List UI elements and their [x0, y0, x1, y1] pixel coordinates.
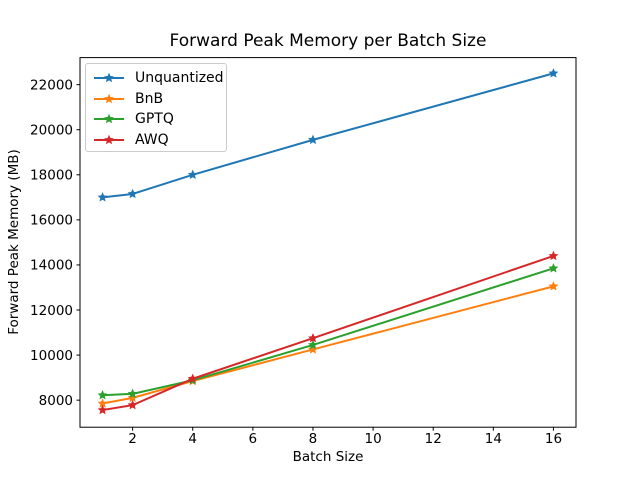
y-tick-label: 16000: [30, 213, 73, 229]
legend-line-star-swatch: [94, 134, 124, 144]
legend-line-star-swatch: [94, 73, 124, 83]
data-point-star: [308, 332, 318, 343]
data-point-star: [187, 373, 198, 383]
legend-star-icon: [104, 114, 114, 124]
legend-item-awq: AWQ: [93, 130, 226, 151]
x-tick-label: 16: [545, 431, 562, 447]
legend-line-star-swatch: [94, 93, 124, 103]
x-tick-label: 12: [425, 431, 442, 447]
x-tick-label: 14: [485, 431, 502, 447]
y-tick-label: 20000: [30, 123, 73, 139]
data-point-star: [548, 250, 559, 261]
data-point-star: [308, 339, 318, 350]
legend-item-gptq: GPTQ: [93, 109, 226, 130]
y-axis-label: Forward Peak Memory (MB): [6, 149, 22, 335]
legend-label: BnB: [135, 90, 164, 107]
x-tick-label: 10: [364, 431, 381, 447]
y-tick-label: 18000: [30, 168, 73, 184]
y-tick-label: 14000: [30, 258, 73, 274]
data-point-star: [308, 344, 318, 354]
y-tick-label: 10000: [30, 348, 73, 364]
legend-star-icon: [104, 73, 114, 83]
legend-star-icon: [104, 134, 114, 144]
legend-line-star-swatch: [94, 114, 124, 124]
data-point-star: [548, 68, 559, 78]
data-point-star: [127, 399, 138, 410]
chart-title: Forward Peak Memory per Batch Size: [169, 31, 487, 51]
legend: Unquantized BnB GPTQ AWQ: [85, 63, 227, 152]
data-point-star: [97, 192, 108, 202]
data-point-star: [548, 263, 559, 273]
axes-frame: [79, 57, 577, 428]
x-tick-label: 6: [249, 431, 258, 447]
data-point-star: [127, 388, 138, 399]
x-tick-label: 2: [128, 431, 137, 447]
data-point-star: [97, 390, 108, 400]
x-axis-label: Batch Size: [292, 449, 364, 465]
data-point-star: [97, 404, 108, 415]
legend-label: Unquantized: [135, 70, 224, 87]
data-point-star: [308, 134, 318, 145]
legend-star-icon: [104, 93, 114, 103]
x-tick-label: 4: [188, 431, 197, 447]
data-point-star: [187, 169, 198, 179]
data-point-star: [548, 281, 559, 291]
legend-item-unquantized: Unquantized: [93, 68, 226, 89]
data-point-star: [127, 188, 138, 199]
y-tick-label: 8000: [39, 393, 73, 409]
legend-item-bnb: BnB: [93, 89, 226, 110]
data-point-star: [127, 392, 138, 403]
data-point-star: [97, 398, 108, 408]
x-tick-label: 8: [309, 431, 318, 447]
legend-label: AWQ: [135, 131, 169, 148]
legend-label: GPTQ: [135, 111, 174, 128]
y-tick-label: 22000: [30, 77, 73, 93]
y-tick-label: 12000: [30, 303, 73, 319]
series-line-gptq: [101, 267, 555, 397]
